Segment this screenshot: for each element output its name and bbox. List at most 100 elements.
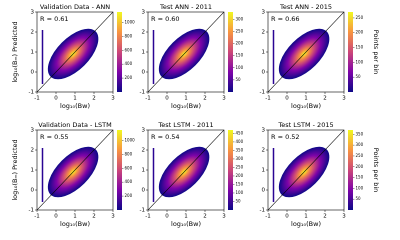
y-tick-label: 3 (262, 128, 266, 134)
identity-line (268, 12, 344, 92)
colorbar-tick-label: 50 (356, 74, 362, 79)
colorbar-tick-label: 200 (356, 164, 364, 169)
x-tick-label: -1 (34, 214, 39, 220)
x-tick-label: 3 (222, 96, 226, 102)
colorbar-tick-label: 400 (125, 61, 133, 66)
y-tick-label: -1 (29, 90, 34, 96)
identity-line (268, 130, 344, 210)
x-tick-label: 1 (304, 214, 308, 220)
colorbar-tick-label: 100 (356, 185, 364, 190)
panel-title: Test ANN - 2011 (159, 3, 212, 11)
x-tick-label: 1 (73, 214, 77, 220)
panel-title: Test ANN - 2015 (279, 3, 332, 11)
colorbar-tick-label: 50 (356, 196, 362, 201)
density (268, 12, 344, 92)
identity-line (148, 12, 224, 92)
x-tick-label: 0 (165, 96, 169, 102)
colorbar-tick-label: 250 (236, 28, 244, 33)
x-tick-label: 3 (111, 214, 115, 220)
x-tick-label: -1 (34, 96, 39, 102)
x-tick-label: 2 (92, 96, 96, 102)
y-tick-label: 0 (262, 188, 266, 194)
panel-title: Test LSTM - 2015 (277, 121, 333, 129)
colorbar-label: Points per bin (372, 148, 380, 193)
r-annotation: R = 0.55 (40, 133, 69, 141)
bin-strip (272, 30, 275, 84)
colorbar (228, 130, 233, 210)
colorbar-tick-label: 450 (236, 130, 244, 135)
bin-strip (272, 148, 275, 202)
x-tick-label: 0 (285, 96, 289, 102)
y-tick-label: 3 (31, 10, 35, 16)
x-tick-label: 3 (342, 96, 346, 102)
colorbar-tick-label: 250 (356, 153, 364, 158)
x-axis-label: log₁₀(Bw) (60, 102, 90, 110)
y-tick-label: 0 (142, 188, 146, 194)
y-tick-label: 2 (31, 148, 35, 154)
bin-strip (41, 30, 44, 84)
x-tick-label: 1 (184, 96, 188, 102)
x-tick-label: 0 (285, 214, 289, 220)
colorbar-tick-label: 150 (356, 45, 364, 50)
colorbar-label: Points per bin (372, 30, 380, 75)
colorbar-tick-label: 50 (236, 198, 242, 203)
y-tick-label: 1 (31, 50, 35, 56)
colorbar (228, 12, 233, 92)
y-tick-label: 0 (142, 70, 146, 76)
x-tick-label: 2 (323, 96, 327, 102)
colorbar-tick-label: 350 (236, 147, 244, 152)
colorbar-tick-label: 1000 (125, 19, 136, 24)
colorbar-tick-label: 200 (236, 173, 244, 178)
x-tick-label: -1 (145, 96, 150, 102)
colorbar-tick-label: 600 (125, 47, 133, 52)
x-axis-label: log₁₀(Bw) (171, 220, 201, 228)
colorbar-tick-label: 250 (236, 164, 244, 169)
colorbar-tick-label: 150 (236, 181, 244, 186)
r-annotation: R = 0.52 (271, 133, 300, 141)
x-tick-label: 3 (342, 214, 346, 220)
y-tick-label: 2 (262, 30, 266, 36)
colorbar-tick-label: 300 (356, 142, 364, 147)
x-tick-label: 2 (92, 214, 96, 220)
y-tick-label: 3 (262, 10, 266, 16)
y-tick-label: 0 (31, 188, 35, 194)
x-tick-label: 1 (73, 96, 77, 102)
colorbar-tick-label: 400 (125, 179, 133, 184)
y-tick-label: 1 (142, 168, 146, 174)
y-tick-label: 3 (142, 128, 146, 134)
x-tick-label: 2 (203, 96, 207, 102)
panel-title: Test LSTM - 2011 (157, 121, 213, 129)
colorbar-tick-label: 1000 (125, 137, 136, 142)
y-axis-label: log₁₀(Bₘ) Predicted (11, 21, 19, 82)
y-tick-label: 3 (142, 10, 146, 16)
x-axis-label: log₁₀(Bw) (171, 102, 201, 110)
y-tick-label: 2 (142, 30, 146, 36)
x-tick-label: 0 (54, 214, 58, 220)
r-annotation: R = 0.66 (271, 15, 300, 23)
y-tick-label: 0 (262, 70, 266, 76)
identity-line (37, 12, 113, 92)
bin-strip (152, 30, 155, 84)
colorbar (117, 130, 122, 210)
colorbar-tick-label: 300 (236, 156, 244, 161)
colorbar-tick-label: 50 (236, 77, 242, 82)
r-annotation: R = 0.61 (40, 15, 69, 23)
y-tick-label: -1 (260, 90, 265, 96)
colorbar-tick-label: 400 (236, 139, 244, 144)
x-tick-label: -1 (265, 214, 270, 220)
density (37, 130, 113, 210)
colorbar-tick-label: 150 (356, 175, 364, 180)
y-tick-label: -1 (140, 90, 145, 96)
bin-strip (152, 148, 155, 202)
y-tick-label: 2 (31, 30, 35, 36)
bin-strip (41, 148, 44, 202)
y-tick-label: 1 (262, 168, 266, 174)
colorbar-tick-label: 250 (356, 15, 364, 20)
x-tick-label: 2 (323, 214, 327, 220)
y-axis-label: log₁₀(Bₘ) Predicted (11, 139, 19, 200)
colorbar (117, 12, 122, 92)
x-tick-label: -1 (145, 214, 150, 220)
y-tick-label: 1 (31, 168, 35, 174)
y-tick-label: -1 (260, 208, 265, 214)
colorbar-tick-label: 200 (356, 30, 364, 35)
